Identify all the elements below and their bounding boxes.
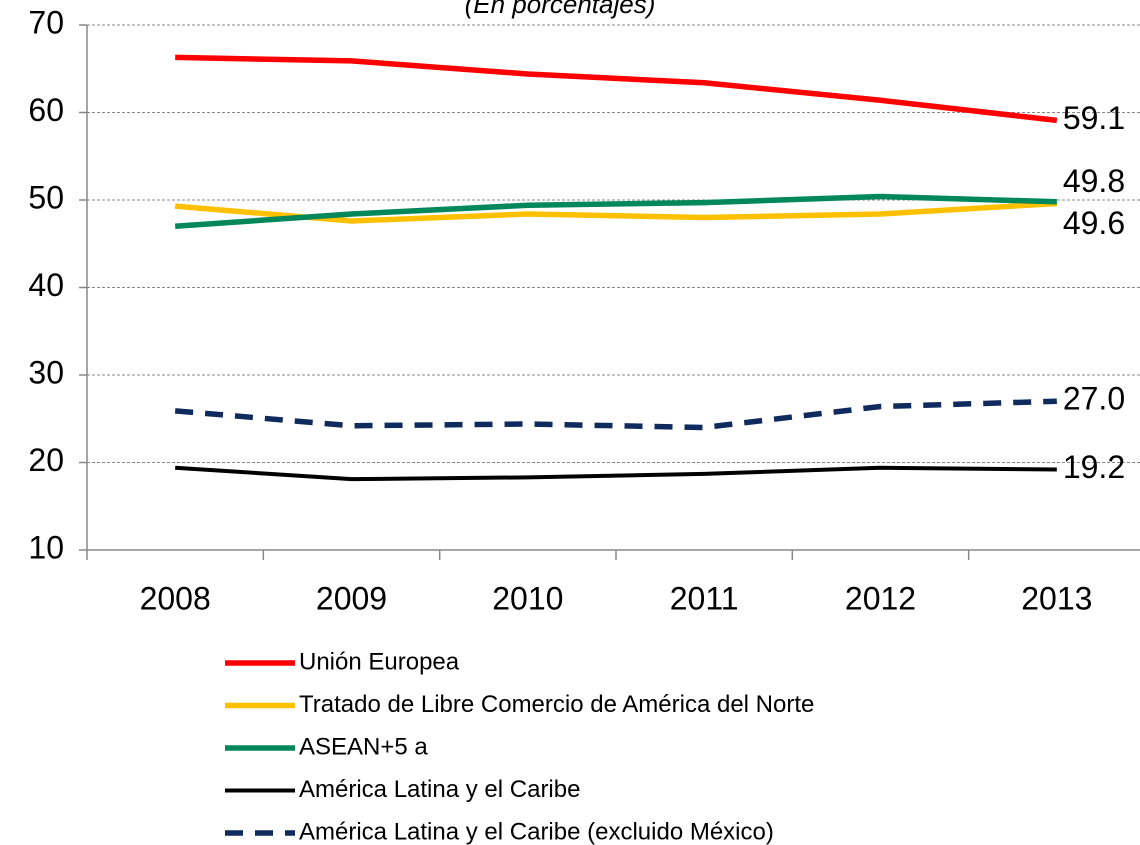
x-tick-label: 2011 — [670, 580, 739, 616]
x-tick-label: 2012 — [845, 580, 916, 616]
y-tick-label: 30 — [28, 354, 64, 390]
x-tick-label: 2009 — [316, 580, 387, 616]
series-line — [174, 193, 1057, 229]
data-label: 49.6 — [1063, 205, 1125, 241]
legend-label: Tratado de Libre Comercio de América del… — [299, 691, 814, 718]
y-tick-label: 20 — [28, 442, 64, 478]
legend-label: ASEAN+5 a — [299, 733, 428, 760]
series-line — [174, 398, 1057, 431]
data-label: 59.1 — [1063, 100, 1125, 136]
y-tick-label: 40 — [28, 267, 64, 303]
y-tick-label: 70 — [28, 4, 64, 40]
y-tick-label: 10 — [28, 529, 64, 565]
legend-label: Unión Europea — [299, 648, 460, 675]
legend-label: América Latina y el Caribe — [299, 776, 580, 803]
data-label: 49.8 — [1063, 163, 1125, 199]
series-line — [175, 465, 1057, 482]
x-tick-label: 2013 — [1021, 580, 1092, 616]
x-tick-label: 2010 — [492, 580, 563, 616]
data-label: 27.0 — [1063, 381, 1125, 417]
legend-label: América Latina y el Caribe (excluido Méx… — [299, 818, 774, 845]
y-tick-label: 60 — [28, 92, 64, 128]
x-tick-label: 2008 — [140, 580, 211, 616]
chart-subtitle: (En porcentajes) — [465, 0, 656, 19]
y-tick-label: 50 — [28, 179, 64, 215]
series-line — [175, 54, 1058, 124]
data-label: 19.2 — [1063, 449, 1125, 485]
